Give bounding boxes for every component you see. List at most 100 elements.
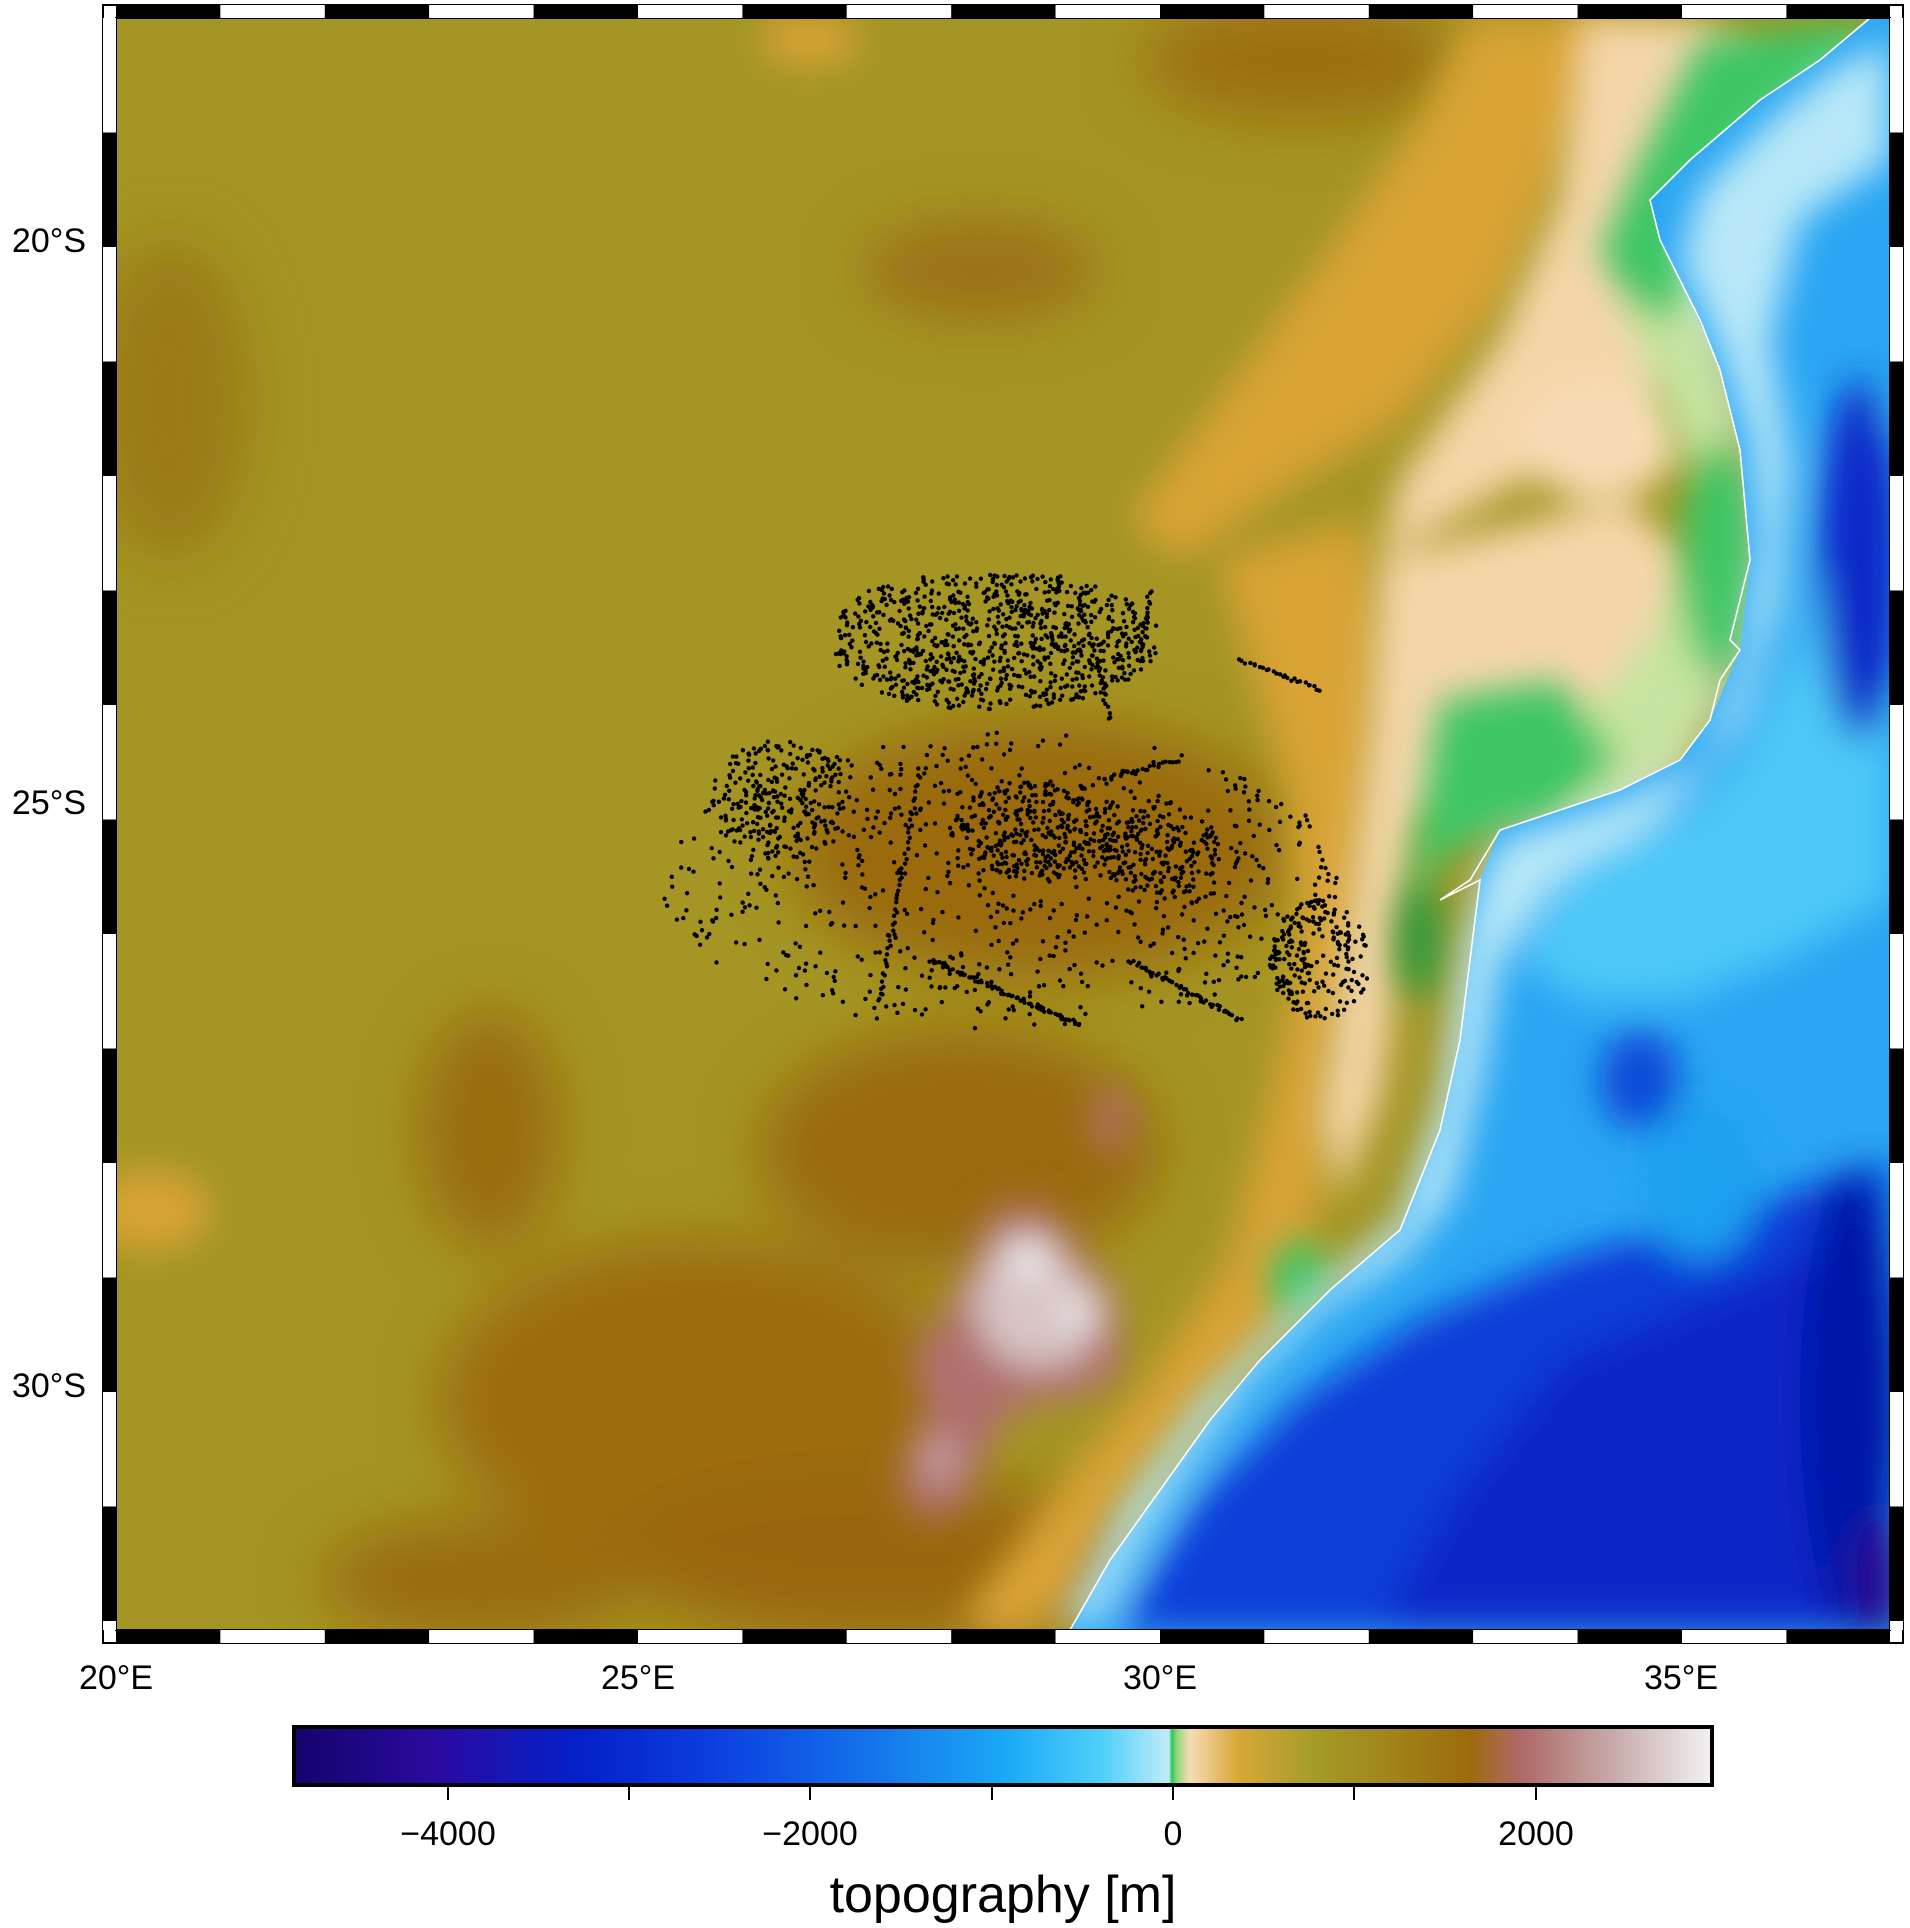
station-point	[1081, 643, 1086, 648]
station-point	[833, 772, 838, 777]
station-point	[988, 572, 993, 578]
station-point	[829, 776, 834, 782]
station-point	[997, 967, 1002, 972]
station-point	[1229, 1013, 1235, 1018]
station-point	[1182, 946, 1187, 952]
frame-segment	[1055, 1630, 1160, 1643]
station-point	[1095, 661, 1100, 666]
station-point	[840, 999, 846, 1004]
station-point	[888, 686, 894, 691]
station-point	[1018, 598, 1023, 603]
station-point	[1072, 1019, 1078, 1025]
station-point	[938, 654, 944, 659]
station-point	[853, 611, 858, 616]
station-point	[863, 668, 868, 673]
station-point	[1080, 675, 1086, 681]
station-point	[888, 815, 893, 820]
station-point	[1273, 957, 1279, 963]
station-point	[1071, 842, 1077, 848]
station-point	[1072, 875, 1078, 880]
station-point	[1090, 653, 1095, 658]
station-point	[1003, 807, 1008, 813]
station-point	[1023, 607, 1028, 613]
station-point	[748, 834, 754, 840]
station-point	[955, 696, 960, 701]
station-point	[1036, 743, 1041, 749]
station-point	[1151, 759, 1156, 765]
station-point	[885, 946, 890, 951]
frame-segment	[1160, 5, 1265, 18]
station-point	[1326, 988, 1331, 994]
station-point	[959, 615, 964, 620]
station-point	[884, 964, 890, 969]
station-point	[1191, 884, 1196, 889]
station-point	[1192, 860, 1197, 865]
station-point	[736, 826, 742, 831]
station-point	[1060, 846, 1066, 851]
station-point	[1176, 883, 1182, 889]
station-point	[1130, 888, 1135, 893]
station-point	[1019, 608, 1024, 613]
station-point	[1014, 639, 1019, 645]
station-point	[1295, 876, 1300, 882]
station-point	[971, 666, 976, 671]
station-point	[940, 909, 945, 915]
station-point	[1031, 820, 1036, 825]
station-point	[830, 805, 835, 810]
station-point	[1018, 821, 1024, 827]
station-point	[1274, 842, 1279, 848]
station-point	[1325, 878, 1330, 883]
station-point	[955, 983, 960, 989]
station-point	[807, 859, 812, 864]
station-point	[1019, 624, 1025, 629]
station-point	[1121, 619, 1127, 624]
ocean	[1060, 18, 1890, 1630]
station-point	[1049, 700, 1055, 705]
station-point	[1173, 864, 1179, 869]
station-point	[1121, 786, 1127, 791]
station-point	[1072, 819, 1077, 824]
station-point	[1057, 697, 1063, 702]
station-point	[853, 676, 858, 681]
station-point	[865, 816, 870, 822]
station-point	[1188, 815, 1194, 820]
station-point	[1275, 951, 1281, 956]
station-point	[1030, 793, 1035, 798]
station-point	[1093, 691, 1098, 696]
station-point	[1059, 676, 1065, 681]
station-point	[1020, 685, 1025, 690]
station-point	[774, 843, 780, 849]
station-point	[1042, 655, 1047, 660]
station-point	[1104, 781, 1109, 786]
station-point	[996, 862, 1001, 867]
station-point	[997, 806, 1002, 811]
station-point	[924, 687, 930, 692]
station-point	[1261, 866, 1266, 871]
station-point	[931, 672, 937, 677]
station-point	[891, 928, 896, 933]
station-point	[874, 1016, 880, 1021]
station-point	[961, 626, 966, 631]
station-point	[940, 610, 945, 616]
station-point	[1153, 651, 1158, 656]
station-point	[1021, 838, 1026, 843]
station-point	[1090, 644, 1095, 649]
station-point	[1028, 688, 1034, 693]
station-point	[726, 858, 731, 864]
frame-segment	[103, 819, 116, 934]
colorbar-tick-label: 0	[1164, 1815, 1183, 1853]
station-point	[1111, 855, 1117, 860]
station-point	[1134, 814, 1139, 819]
station-point	[1217, 940, 1223, 945]
station-point	[1015, 673, 1020, 678]
station-point	[734, 754, 739, 759]
station-point	[669, 874, 674, 879]
station-point	[999, 851, 1004, 857]
station-point	[973, 656, 978, 662]
station-point	[868, 775, 873, 780]
station-point	[837, 663, 842, 669]
station-point	[1106, 597, 1111, 603]
station-point	[1289, 989, 1294, 995]
station-point	[1074, 913, 1080, 918]
station-point	[969, 621, 974, 626]
